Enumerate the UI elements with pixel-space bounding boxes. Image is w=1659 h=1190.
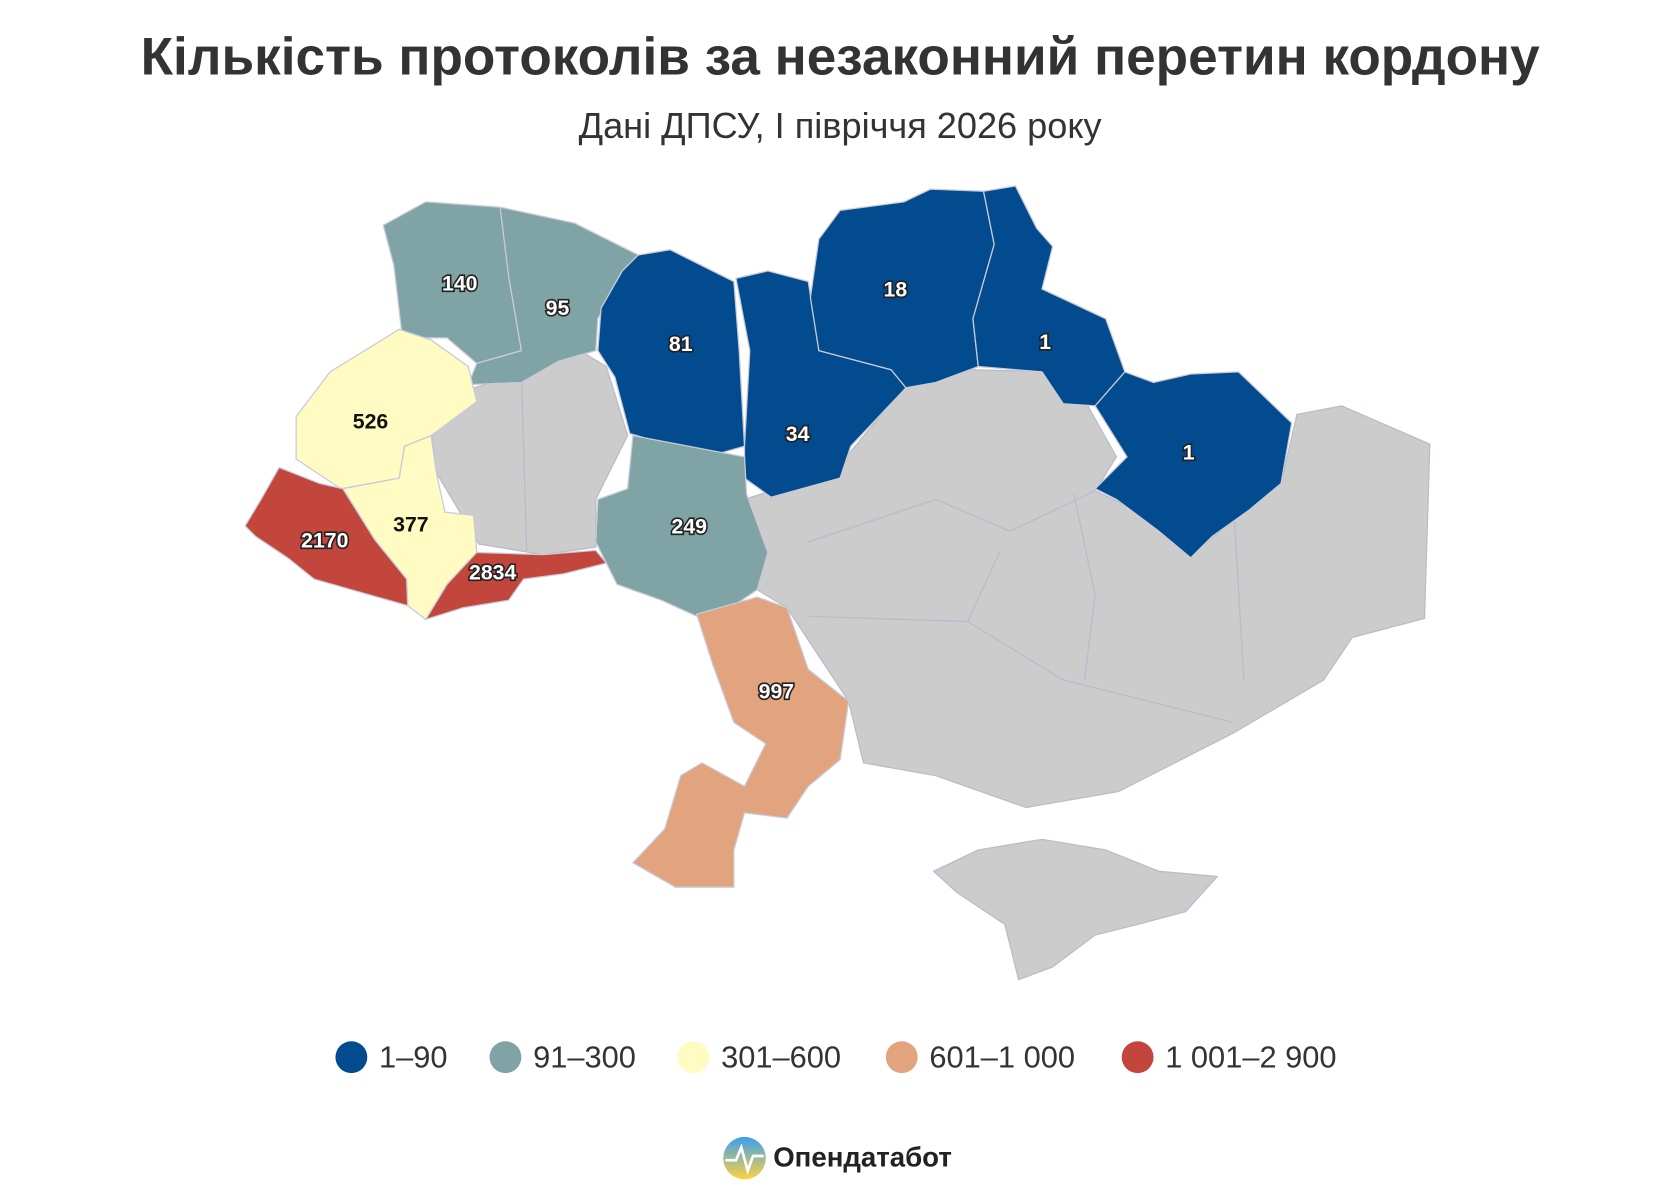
logo-pulse	[725, 1143, 764, 1176]
legend-label: 301–600	[721, 1039, 841, 1074]
region-value-label: 34	[786, 422, 810, 446]
legend-swatch	[489, 1041, 522, 1074]
legend: 1–90 91–300 301–600 601–1 000 1 001–2 900	[335, 1039, 1337, 1074]
legend-swatch	[1121, 1041, 1154, 1074]
legend-swatch	[677, 1041, 710, 1074]
region	[1094, 371, 1293, 559]
region-value-label: 18	[884, 278, 908, 302]
region-no-data	[743, 369, 1431, 809]
gray-regions	[430, 349, 1431, 981]
region-value-label: 1	[1039, 330, 1051, 354]
region-value-label: 140	[442, 271, 477, 295]
legend-label: 1–90	[379, 1039, 448, 1074]
region-value-label: 2834	[469, 560, 516, 584]
region-no-data	[932, 838, 1219, 981]
region	[735, 270, 907, 498]
region	[595, 434, 769, 617]
region-value-label: 95	[546, 296, 570, 320]
brand: Опендатабот	[723, 1136, 952, 1180]
region	[244, 466, 409, 607]
region-value-label: 377	[393, 513, 428, 537]
regions	[244, 185, 1293, 888]
region	[295, 328, 478, 490]
region-value-label: 81	[669, 332, 693, 356]
region-value-label: 1	[1183, 440, 1195, 464]
region-labels: 140 95 81 34 18 1 1 526 377 2170 2834 249 997	[300, 270, 1197, 705]
legend-label: 601–1 000	[929, 1039, 1075, 1074]
title: Кількість протоколів за незаконний перет…	[141, 27, 1541, 86]
region-value-label: 997	[759, 679, 794, 703]
region-value-label: 249	[672, 515, 708, 539]
region-value-label: 2170	[301, 528, 348, 552]
legend-swatch	[885, 1041, 918, 1074]
brand-name: Опендатабот	[773, 1141, 952, 1172]
legend-swatch	[335, 1041, 368, 1074]
subtitle: Дані ДПСУ, І півріччя 2026 року	[579, 105, 1102, 146]
region	[631, 596, 850, 888]
legend-label: 91–300	[533, 1039, 636, 1074]
region-value-label: 526	[353, 409, 389, 433]
legend-label: 1 001–2 900	[1165, 1039, 1336, 1074]
